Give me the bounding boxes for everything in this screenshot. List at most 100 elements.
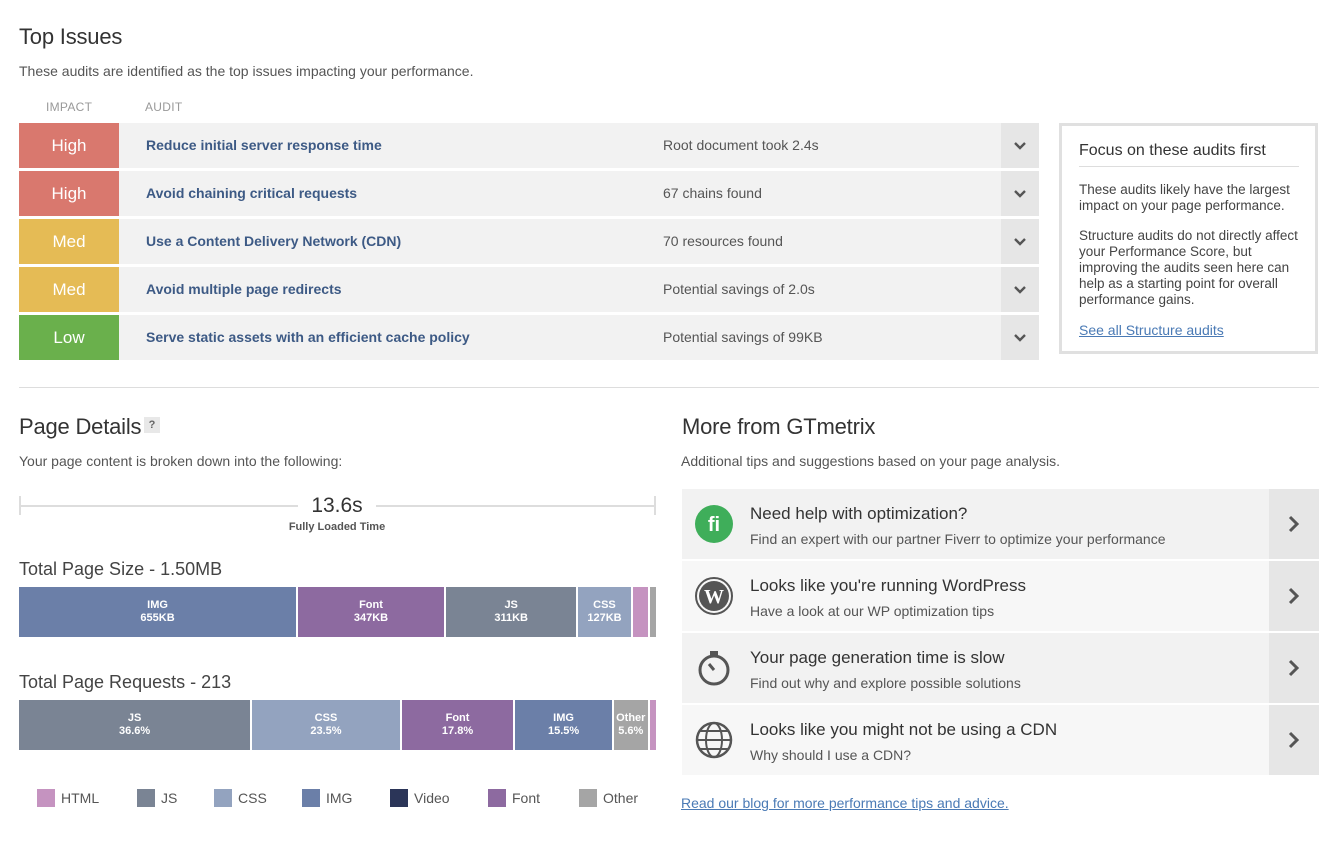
legend-item: HTML (37, 789, 99, 807)
legend-label: Video (414, 790, 450, 806)
expand-button[interactable] (1001, 267, 1039, 312)
impact-badge: High (19, 123, 119, 168)
legend-swatch (214, 789, 232, 807)
legend-item: JS (137, 789, 177, 807)
tip-wordpress[interactable]: W Looks like you're running WordPress Ha… (682, 561, 1319, 631)
legend-item: Other (579, 789, 638, 807)
bar-segment[interactable]: JS 36.6% (19, 700, 253, 750)
bar-segment[interactable]: IMG 15.5% (515, 700, 614, 750)
legend-item: Font (488, 789, 540, 807)
tip-title: Need help with optimization? (750, 504, 968, 523)
tip-subtitle: Have a look at our WP optimization tips (750, 603, 995, 619)
tip-open-button[interactable] (1269, 705, 1319, 775)
see-all-structure-audits-link[interactable]: See all Structure audits (1079, 322, 1224, 338)
issue-row[interactable]: Med Avoid multiple page redirects Potent… (19, 267, 1039, 312)
total-page-requests-title: Total Page Requests - 213 (19, 672, 232, 692)
audit-title[interactable]: Use a Content Delivery Network (CDN) (146, 233, 402, 249)
impact-badge: Med (19, 219, 119, 264)
legend-label: Font (512, 790, 541, 806)
bar-segment[interactable]: Font 17.8% (401, 700, 516, 750)
tip-cdn[interactable]: Looks like you might not be using a CDN … (682, 705, 1319, 775)
issue-row[interactable]: High Avoid chaining critical requests 67… (19, 171, 1039, 216)
chevron-down-icon (1014, 237, 1026, 246)
audit-detail: Potential savings of 2.0s (663, 281, 815, 297)
bar-segment[interactable] (632, 587, 650, 637)
legend-label: Other (603, 790, 639, 806)
segment-label: Other (616, 712, 646, 724)
segment-label: JS (127, 712, 142, 724)
bar-segment[interactable]: CSS 23.5% (252, 700, 402, 750)
bar-segment[interactable]: JS 311KB (445, 587, 579, 637)
fully-loaded-time-value: 13.6s (298, 494, 376, 518)
expand-button[interactable] (1001, 123, 1039, 168)
segment-label: IMG (553, 712, 574, 724)
chevron-right-icon (1288, 515, 1300, 533)
bar-segment[interactable]: Other 5.6% (613, 700, 650, 750)
audit-title[interactable]: Avoid multiple page redirects (146, 281, 342, 297)
top-issues-title: Top Issues (19, 24, 123, 49)
chevron-right-icon (1288, 659, 1300, 677)
bar-segment[interactable]: IMG 655KB (19, 587, 299, 637)
fiverr-icon: fi (695, 505, 733, 543)
segment-label: Font (445, 712, 470, 724)
page-requests-bar: JS 36.6% CSS 23.5% Font 17.8% IMG 15.5% Other 5.6… (19, 700, 656, 750)
segment-value: 17.8% (441, 725, 474, 737)
legend-label: HTML (61, 790, 100, 806)
tip-title: Looks like you might not be using a CDN (750, 720, 1058, 739)
total-page-size-title: Total Page Size - 1.50MB (19, 559, 223, 579)
segment-label: CSS (314, 712, 338, 724)
svg-text:W: W (704, 586, 724, 608)
audit-title[interactable]: Serve static assets with an efficient ca… (146, 329, 470, 345)
legend-label: CSS (238, 790, 267, 806)
audit-title[interactable]: Avoid chaining critical requests (146, 185, 358, 201)
more-from-gtmetrix-title: More from GTmetrix (682, 414, 876, 439)
page-details-title: Page Details (19, 414, 142, 439)
legend-item: CSS (214, 789, 267, 807)
bar-segment[interactable] (649, 700, 656, 750)
tip-open-button[interactable] (1269, 489, 1319, 559)
segment-value: 347KB (353, 612, 389, 624)
legend-swatch (37, 789, 55, 807)
bar-segment[interactable]: Font 347KB (298, 587, 446, 637)
blog-link[interactable]: Read our blog for more performance tips … (681, 795, 1009, 811)
segment-value: 655KB (140, 612, 175, 624)
bar-segment[interactable]: CSS 127KB (578, 587, 633, 637)
fully-loaded-time-label: Fully Loaded Time (288, 521, 386, 533)
legend-swatch (302, 789, 320, 807)
tip-open-button[interactable] (1269, 633, 1319, 703)
tip-open-button[interactable] (1269, 561, 1319, 631)
segment-value: 5.6% (618, 725, 644, 737)
impact-column-header: IMPACT (46, 100, 93, 114)
segment-label: IMG (147, 599, 168, 611)
legend-item: IMG (302, 789, 352, 807)
audit-title[interactable]: Reduce initial server response time (146, 137, 382, 153)
tip-fiverr[interactable]: fi Need help with optimization? Find an … (682, 489, 1319, 559)
impact-badge: Low (19, 315, 119, 360)
expand-button[interactable] (1001, 219, 1039, 264)
legend-swatch (137, 789, 155, 807)
chevron-down-icon (1014, 141, 1026, 150)
page-size-bar: IMG 655KB Font 347KB JS 311KB CSS 127KB (19, 587, 656, 637)
legend-label: IMG (326, 790, 353, 806)
chevron-down-icon (1014, 189, 1026, 198)
expand-button[interactable] (1001, 315, 1039, 360)
tip-subtitle[interactable]: Why should I use a CDN? (750, 747, 912, 763)
help-icon[interactable]: ? (144, 417, 160, 433)
tip-generation-time[interactable]: Your page generation time is slow Find o… (682, 633, 1319, 703)
bar-segment[interactable] (649, 587, 656, 637)
audit-detail: 67 chains found (663, 185, 762, 201)
focus-panel-title: Focus on these audits first (1079, 142, 1299, 167)
chevron-down-icon (1014, 285, 1026, 294)
tip-title: Your page generation time is slow (750, 648, 1005, 667)
legend-swatch (390, 789, 408, 807)
audit-detail: 70 resources found (663, 233, 783, 249)
issue-row[interactable]: High Reduce initial server response time… (19, 123, 1039, 168)
audit-detail: Root document took 2.4s (663, 137, 819, 153)
legend-label: JS (161, 790, 178, 806)
stopwatch-icon (698, 651, 730, 686)
issue-row[interactable]: Med Use a Content Delivery Network (CDN)… (19, 219, 1039, 264)
issue-row[interactable]: Low Serve static assets with an efficien… (19, 315, 1039, 360)
top-issues-description: These audits are identified as the top i… (19, 63, 474, 79)
expand-button[interactable] (1001, 171, 1039, 216)
segment-value: 23.5% (310, 725, 342, 737)
